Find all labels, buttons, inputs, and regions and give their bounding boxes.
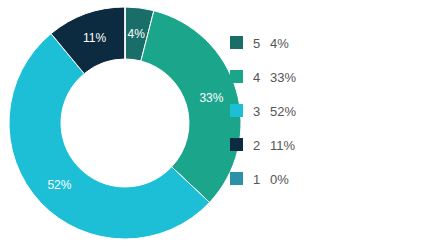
- data-label: 11%: [83, 31, 106, 45]
- slice: [9, 34, 210, 239]
- legend-swatch: [230, 172, 243, 185]
- legend-value: 0%: [270, 172, 289, 187]
- legend-swatch: [230, 104, 243, 117]
- legend-label: 2: [253, 138, 260, 153]
- legend-swatch: [230, 36, 243, 49]
- chart: 4% 33% 52% 11% 5 4% 4 33% 3 52% 2 11% 1 0%: [0, 0, 443, 246]
- legend: 5 4% 4 33% 3 52% 2 11% 1 0%: [230, 36, 296, 187]
- legend-value: 4%: [270, 36, 289, 51]
- data-label: 33%: [199, 91, 223, 105]
- slice: [125, 7, 126, 59]
- legend-item: 5 4%: [230, 36, 289, 51]
- legend-swatch: [230, 138, 243, 151]
- pie-group: [9, 7, 241, 239]
- legend-label: 3: [253, 104, 260, 119]
- data-labels: 4% 33% 52% 11%: [47, 27, 223, 192]
- legend-label: 5: [253, 36, 260, 51]
- legend-value: 11%: [270, 138, 295, 153]
- legend-item: 2 11%: [230, 138, 295, 153]
- legend-value: 33%: [270, 70, 296, 85]
- legend-label: 4: [253, 70, 260, 85]
- legend-item: 3 52%: [230, 104, 296, 119]
- legend-label: 1: [253, 172, 260, 187]
- slice: [141, 11, 241, 203]
- data-label: 4%: [128, 27, 146, 41]
- legend-item: 1 0%: [230, 172, 289, 187]
- data-label: 52%: [47, 178, 71, 192]
- legend-item: 4 33%: [230, 70, 296, 85]
- slice: [51, 7, 125, 74]
- legend-value: 52%: [270, 104, 296, 119]
- legend-swatch: [230, 70, 243, 83]
